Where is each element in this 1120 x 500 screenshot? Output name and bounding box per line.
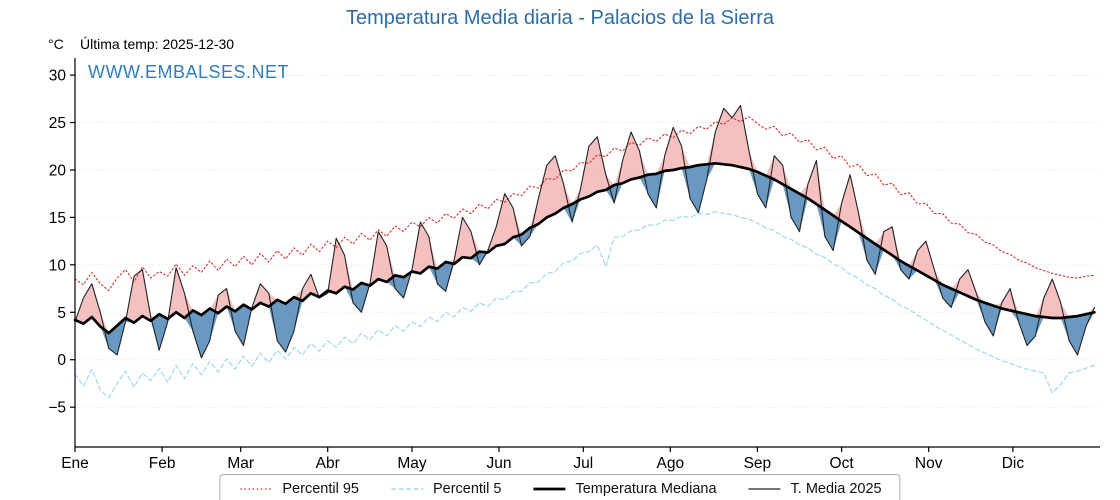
legend-line-sample bbox=[240, 488, 273, 490]
legend-item: Temperatura Mediana bbox=[531, 481, 717, 497]
x-tick-label: Feb bbox=[149, 455, 176, 472]
x-tick-label: Mar bbox=[227, 455, 254, 472]
legend-label: Temperatura Mediana bbox=[575, 481, 717, 497]
y-tick-label: 25 bbox=[49, 115, 66, 132]
x-tick-label: Sep bbox=[744, 455, 772, 472]
series-line-1 bbox=[74, 211, 1096, 399]
y-tick-label: 20 bbox=[49, 163, 67, 180]
x-tick-label: Ago bbox=[657, 455, 685, 472]
legend-label: Percentil 5 bbox=[432, 481, 502, 497]
y-axis-unit-label: °C bbox=[48, 36, 64, 52]
series-line-0 bbox=[74, 116, 1095, 292]
legend-item: Percentil 5 bbox=[389, 481, 502, 497]
legend-item: Percentil 95 bbox=[238, 481, 359, 497]
x-tick-label: Abr bbox=[316, 455, 340, 472]
series-line-2 bbox=[73, 161, 1096, 335]
legend-line-sample bbox=[390, 488, 423, 490]
watermark: WWW.EMBALSES.NET bbox=[88, 62, 290, 82]
legend-label: Percentil 95 bbox=[282, 481, 359, 497]
series-line-3 bbox=[74, 104, 1095, 359]
legend-item: T. Media 2025 bbox=[747, 481, 882, 497]
x-tick-label: Ene bbox=[61, 455, 89, 472]
x-tick-label: Jul bbox=[573, 455, 593, 472]
y-tick-label: 15 bbox=[49, 210, 66, 227]
y-tick-label: −5 bbox=[48, 400, 66, 417]
y-tick-label: 0 bbox=[57, 352, 66, 369]
area-above-median bbox=[75, 105, 1095, 334]
chart-title: Temperatura Media diaria - Palacios de l… bbox=[346, 7, 774, 29]
last-temp-label: Última temp: 2025-12-30 bbox=[80, 36, 235, 52]
x-tick-label: Nov bbox=[915, 455, 943, 472]
legend-line-sample bbox=[533, 487, 566, 491]
legend-label: T. Media 2025 bbox=[790, 481, 882, 497]
y-tick-label: 5 bbox=[57, 305, 66, 322]
x-tick-label: Oct bbox=[830, 455, 855, 472]
x-tick-label: May bbox=[397, 455, 427, 472]
y-tick-label: 10 bbox=[49, 257, 67, 274]
x-tick-label: Dic bbox=[1002, 455, 1025, 472]
y-tick-label: 30 bbox=[49, 68, 67, 85]
x-tick-label: Jun bbox=[487, 455, 512, 472]
legend: Percentil 95 Percentil 5 Temperatura Media… bbox=[219, 474, 901, 500]
legend-line-sample bbox=[748, 488, 781, 490]
